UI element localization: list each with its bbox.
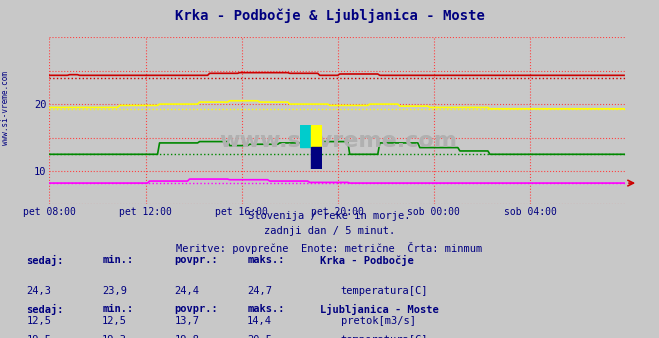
Bar <box>311 125 322 147</box>
Text: www.si-vreme.com: www.si-vreme.com <box>219 131 457 151</box>
Text: sedaj:: sedaj: <box>26 304 64 315</box>
Text: 24,7: 24,7 <box>247 286 272 296</box>
Text: min.:: min.: <box>102 255 133 265</box>
Text: pretok[m3/s]: pretok[m3/s] <box>341 316 416 326</box>
Text: povpr.:: povpr.: <box>175 304 218 314</box>
Text: 23,9: 23,9 <box>102 286 127 296</box>
Text: www.si-vreme.com: www.si-vreme.com <box>1 71 10 145</box>
Text: povpr.:: povpr.: <box>175 255 218 265</box>
Text: Krka - Podbočje: Krka - Podbočje <box>320 255 413 266</box>
Text: 14,4: 14,4 <box>247 316 272 326</box>
Text: temperatura[C]: temperatura[C] <box>341 335 428 338</box>
Text: 13,7: 13,7 <box>175 316 200 326</box>
Bar <box>311 147 322 169</box>
Text: Krka - Podbočje & Ljubljanica - Moste: Krka - Podbočje & Ljubljanica - Moste <box>175 8 484 23</box>
Text: zadnji dan / 5 minut.: zadnji dan / 5 minut. <box>264 226 395 237</box>
Text: 19,8: 19,8 <box>175 335 200 338</box>
Text: Ljubljanica - Moste: Ljubljanica - Moste <box>320 304 438 315</box>
Text: 20,5: 20,5 <box>247 335 272 338</box>
Text: 19,3: 19,3 <box>102 335 127 338</box>
Text: 12,5: 12,5 <box>102 316 127 326</box>
Text: temperatura[C]: temperatura[C] <box>341 286 428 296</box>
Text: 19,5: 19,5 <box>26 335 51 338</box>
Text: maks.:: maks.: <box>247 255 285 265</box>
Text: maks.:: maks.: <box>247 304 285 314</box>
Bar <box>300 125 311 147</box>
Text: 24,3: 24,3 <box>26 286 51 296</box>
Text: 24,4: 24,4 <box>175 286 200 296</box>
Text: Slovenija / reke in morje.: Slovenija / reke in morje. <box>248 211 411 221</box>
Text: 12,5: 12,5 <box>26 316 51 326</box>
Text: sedaj:: sedaj: <box>26 255 64 266</box>
Text: min.:: min.: <box>102 304 133 314</box>
Text: Meritve: povprečne  Enote: metrične  Črta: minmum: Meritve: povprečne Enote: metrične Črta:… <box>177 242 482 254</box>
